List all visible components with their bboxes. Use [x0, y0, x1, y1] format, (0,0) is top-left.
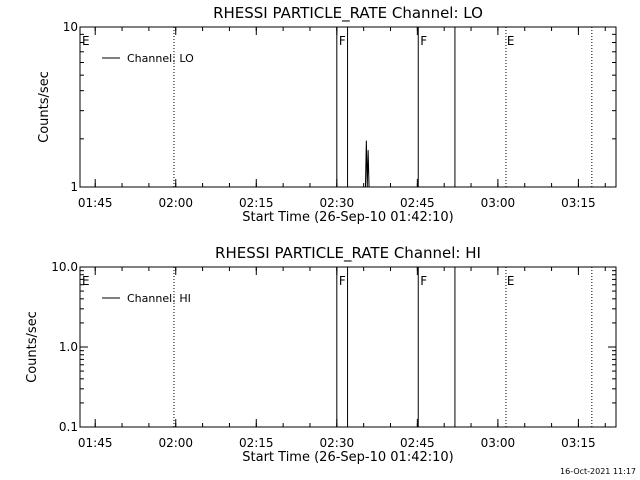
- eclipse-marker-label: E: [507, 274, 515, 288]
- x-tick-label: 02:45: [400, 436, 435, 450]
- flare-marker-label: F: [339, 274, 346, 288]
- x-tick-label: 03:00: [481, 196, 516, 210]
- x-tick-label: 03:15: [561, 436, 596, 450]
- x-tick-label: 02:00: [158, 436, 193, 450]
- x-tick-label: 02:15: [239, 436, 274, 450]
- chart-title: RHESSI PARTICLE_RATE Channel: LO: [213, 4, 483, 23]
- series-line: [364, 140, 370, 188]
- hi-channel-panel: RHESSI PARTICLE_RATE Channel: HI Counts/…: [25, 244, 617, 465]
- lo-channel-panel: RHESSI PARTICLE_RATE Channel: LO Counts/…: [37, 4, 617, 225]
- x-axis-label: Start Time (26-Sep-10 01:42:10): [242, 450, 453, 465]
- y-axis-label: Counts/sec: [25, 311, 40, 383]
- flare-marker-label: F: [420, 34, 427, 48]
- legend-label: Channel: HI: [127, 292, 191, 305]
- y-tick-label: 10: [63, 20, 78, 34]
- plot-frame: [79, 266, 617, 428]
- x-axis-label: Start Time (26-Sep-10 01:42:10): [242, 210, 453, 225]
- generation-timestamp: 16-Oct-2021 11:17: [560, 467, 636, 476]
- x-tick-label: 02:15: [239, 196, 274, 210]
- y-axis-label: Counts/sec: [37, 71, 52, 143]
- chart-title: RHESSI PARTICLE_RATE Channel: HI: [215, 244, 481, 263]
- plot-frame: [79, 26, 617, 188]
- y-tick-label: 0.1: [59, 420, 78, 434]
- x-tick-label: 02:30: [320, 436, 355, 450]
- eclipse-marker-label: E: [507, 34, 515, 48]
- x-tick-label: 03:15: [561, 196, 596, 210]
- x-tick-label: 02:00: [158, 196, 193, 210]
- eclipse-marker-label: E: [82, 274, 90, 288]
- y-tick-label: 10.0: [51, 260, 78, 274]
- flare-marker-label: F: [420, 274, 427, 288]
- flare-marker-label: F: [339, 34, 346, 48]
- x-tick-label: 02:45: [400, 196, 435, 210]
- eclipse-marker-label: E: [82, 34, 90, 48]
- x-tick-label: 03:00: [481, 436, 516, 450]
- x-tick-label: 01:45: [78, 436, 113, 450]
- y-tick-label: 1.0: [59, 340, 78, 354]
- legend-label: Channel: LO: [127, 52, 194, 65]
- y-tick-label: 1: [70, 180, 78, 194]
- x-tick-label: 01:45: [78, 196, 113, 210]
- x-tick-label: 02:30: [320, 196, 355, 210]
